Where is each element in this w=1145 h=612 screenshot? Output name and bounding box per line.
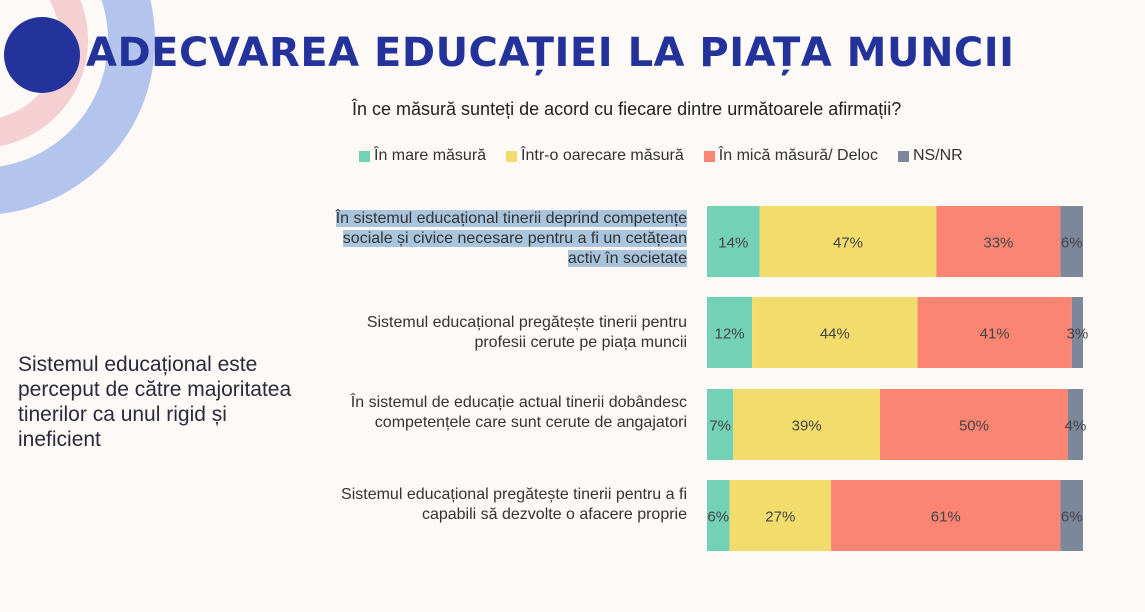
bar-label-row2-nsnr: 3% [1067, 326, 1089, 343]
row-label-3: În sistemul de educație actual tinerii d… [327, 393, 687, 433]
legend-item-mare: În mare măsură [359, 147, 486, 165]
bar-label-row4-nsnr: 6% [1061, 509, 1083, 526]
row-label-3-text: În sistemul de educație actual tinerii d… [350, 394, 687, 431]
row-label-4-text: Sistemul educațional pregătește tinerii … [341, 486, 687, 523]
legend-swatch-mare [359, 150, 370, 162]
legend-swatch-oarecare [506, 150, 518, 162]
bar-segment-row1-nsnr [1060, 206, 1083, 277]
bar-segment-row2-nsnr [1071, 297, 1083, 368]
bar-label-row3-mica: 50% [959, 418, 989, 435]
bar-segment-row3-mare [707, 389, 734, 460]
page-title: ADECVAREA EDUCAȚIEI LA PIAȚA MUNCII [86, 30, 1015, 76]
row-label-2: Sistemul educațional pregătește tinerii … [327, 313, 687, 353]
bar-label-row1-oarecare: 47% [833, 235, 863, 252]
chart-legend: În mare măsură Într-o oarecare măsură În… [359, 147, 963, 165]
bar-segment-row1-mare [707, 206, 760, 277]
bar-label-row3-nsnr: 4% [1065, 418, 1087, 435]
legend-label-nsnr: NS/NR [912, 147, 963, 164]
bar-segment-row2-mica [917, 297, 1072, 368]
bar-segment-row1-mica [936, 206, 1061, 277]
bar-segment-row4-oarecare [729, 480, 832, 551]
bar-segment-row2-mare [707, 297, 753, 368]
bar-label-row4-mica: 61% [931, 509, 961, 526]
chart-subtitle: În ce măsură sunteți de acord cu fiecare… [352, 99, 902, 119]
bar-segment-row4-nsnr [1060, 480, 1083, 551]
row-label-1: În sistemul educațional tinerii deprind … [327, 209, 687, 269]
corner-decoration [0, 0, 155, 214]
bar-segment-row4-mare [707, 480, 730, 551]
side-note: Sistemul educațional este perceput de că… [18, 353, 292, 451]
bar-label-row4-mare: 6% [707, 509, 729, 526]
bar-label-row3-oarecare: 39% [792, 418, 822, 435]
legend-label-mica: În mică măsură/ Deloc [718, 147, 878, 164]
legend-item-mica: În mică măsură/ Deloc [703, 147, 878, 165]
legend-label-oarecare: Într-o oarecare măsură [521, 147, 684, 164]
bar-segment-row2-oarecare [752, 297, 918, 368]
bar-label-row1-mare: 14% [718, 235, 748, 252]
bar-label-row2-mare: 12% [715, 326, 745, 343]
bar-label-row2-mica: 41% [980, 326, 1010, 343]
decor-dot [4, 17, 80, 93]
bar-segment-row3-mica [879, 389, 1068, 460]
bar-label-row2-oarecare: 44% [820, 326, 850, 343]
bar-label-row4-oarecare: 27% [765, 509, 795, 526]
bar-label-row1-nsnr: 6% [1061, 235, 1083, 252]
legend-label-mare: În mare măsură [374, 147, 487, 164]
row-label-2-text: Sistemul educațional pregătește tinerii … [366, 314, 687, 351]
bar-segment-row1-oarecare [759, 206, 937, 277]
legend-swatch-mica [703, 150, 715, 162]
legend-item-nsnr: NS/NR [897, 147, 963, 165]
bar-label-row3-mare: 7% [709, 418, 731, 435]
legend-item-oarecare: Într-o oarecare măsură [506, 147, 684, 165]
row-label-4: Sistemul educațional pregătește tinerii … [327, 485, 687, 525]
bar-segment-row3-oarecare [733, 389, 880, 460]
legend-swatch-nsnr [897, 150, 909, 162]
bar-label-row1-mica: 33% [983, 235, 1013, 252]
bar-segment-row3-nsnr [1067, 389, 1083, 460]
bar-segment-row4-mica [831, 480, 1061, 551]
